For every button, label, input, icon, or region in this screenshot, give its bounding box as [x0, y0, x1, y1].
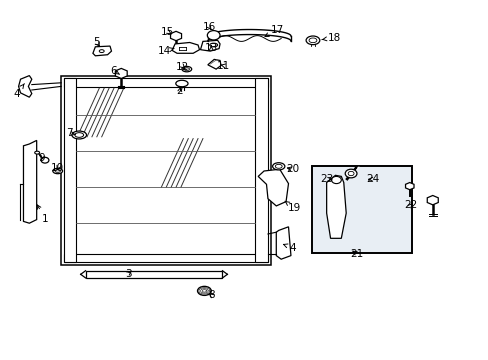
Ellipse shape [75, 132, 83, 137]
Polygon shape [23, 140, 37, 223]
Text: 21: 21 [349, 249, 363, 259]
Polygon shape [93, 46, 111, 56]
Text: 20: 20 [285, 164, 298, 174]
Text: 6: 6 [110, 66, 119, 76]
Polygon shape [63, 78, 267, 87]
Polygon shape [276, 227, 290, 259]
Ellipse shape [209, 43, 217, 47]
Ellipse shape [35, 151, 40, 154]
Polygon shape [172, 42, 199, 53]
Ellipse shape [182, 66, 191, 72]
Polygon shape [207, 59, 221, 69]
Ellipse shape [183, 68, 189, 71]
Polygon shape [326, 175, 346, 238]
Text: 14: 14 [157, 46, 174, 56]
Ellipse shape [99, 50, 104, 53]
Ellipse shape [275, 164, 282, 168]
Ellipse shape [305, 36, 319, 45]
Polygon shape [63, 78, 76, 262]
Ellipse shape [53, 168, 62, 174]
Text: 24: 24 [365, 174, 379, 184]
Circle shape [207, 31, 220, 40]
Text: 5: 5 [93, 37, 100, 48]
Circle shape [41, 157, 49, 163]
Circle shape [345, 169, 356, 178]
Text: 2: 2 [176, 86, 183, 96]
Text: 7: 7 [66, 128, 75, 138]
Text: 11: 11 [216, 60, 230, 71]
FancyBboxPatch shape [311, 166, 411, 253]
Polygon shape [85, 271, 222, 278]
Ellipse shape [308, 38, 316, 42]
Circle shape [331, 176, 341, 184]
Ellipse shape [55, 170, 61, 172]
Polygon shape [258, 169, 288, 206]
Text: 13: 13 [204, 43, 218, 53]
Polygon shape [200, 40, 220, 51]
Text: 4: 4 [13, 84, 24, 99]
Ellipse shape [72, 131, 86, 139]
Text: 8: 8 [207, 290, 214, 300]
Text: 10: 10 [51, 163, 64, 174]
Text: 15: 15 [161, 27, 174, 37]
Polygon shape [255, 78, 267, 262]
Polygon shape [19, 76, 32, 97]
Text: 18: 18 [321, 33, 340, 43]
Ellipse shape [176, 80, 187, 87]
Text: 9: 9 [39, 153, 45, 163]
Text: 17: 17 [264, 24, 284, 37]
Text: 4: 4 [283, 243, 295, 253]
Text: 3: 3 [124, 269, 131, 279]
Circle shape [347, 171, 353, 176]
Ellipse shape [272, 163, 284, 170]
Polygon shape [61, 76, 271, 265]
Ellipse shape [197, 287, 211, 295]
Text: 12: 12 [176, 62, 189, 72]
Text: 22: 22 [403, 200, 417, 210]
Text: 19: 19 [285, 201, 301, 213]
Text: 1: 1 [37, 205, 49, 224]
Text: 23: 23 [319, 174, 333, 184]
Polygon shape [63, 254, 267, 262]
Text: 16: 16 [202, 22, 216, 32]
